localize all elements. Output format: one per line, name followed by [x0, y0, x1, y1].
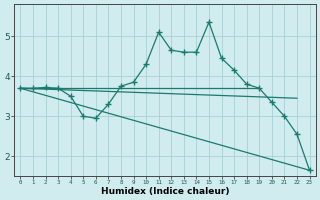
X-axis label: Humidex (Indice chaleur): Humidex (Indice chaleur) — [101, 187, 229, 196]
